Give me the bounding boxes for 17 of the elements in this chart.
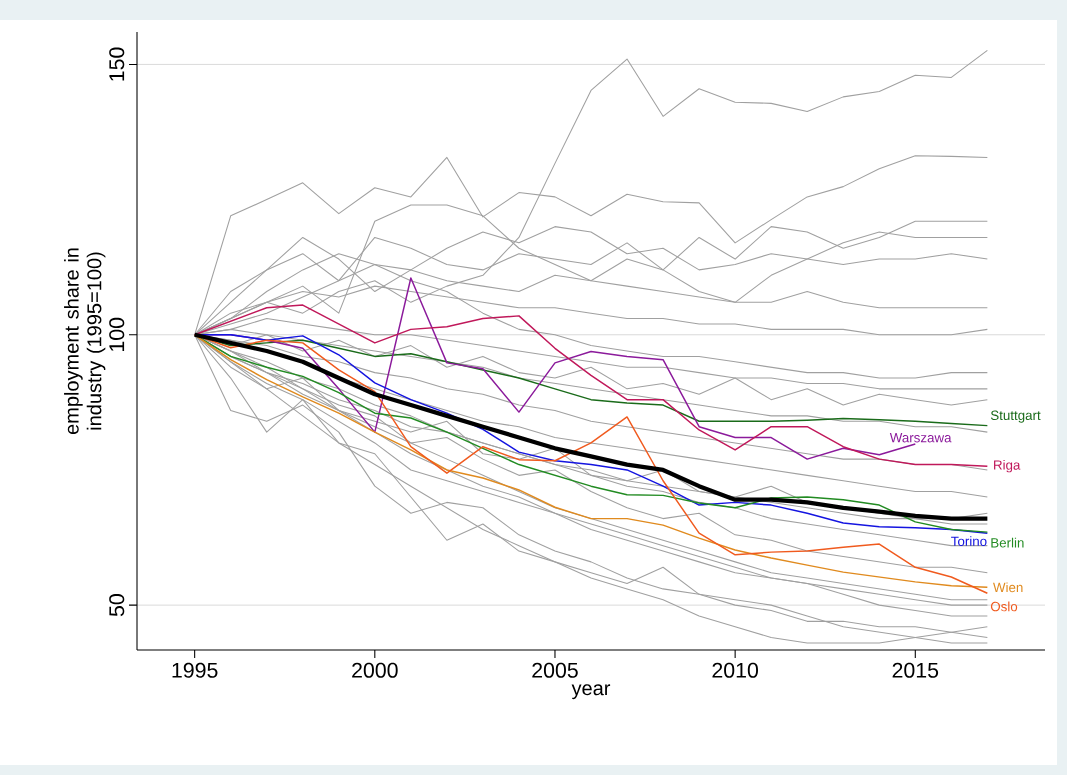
y-axis-title: employment share in industry (1995=100) [64, 248, 106, 435]
y-tick-label: 100 [109, 317, 125, 351]
series-label: Wien [993, 582, 1023, 593]
series-label: Riga [994, 459, 1021, 473]
series-label: Torino [951, 536, 987, 546]
y-tick-label: 50 [109, 594, 125, 617]
series-label: Berlin [991, 537, 1024, 548]
series-label: Stuttgart [990, 410, 1041, 423]
x-tick-label: 2010 [712, 662, 759, 678]
x-tick-label: 2000 [352, 662, 398, 678]
x-tick-label: 2005 [532, 662, 578, 678]
series-label: Oslo [990, 601, 1018, 612]
y-tick-label: 150 [109, 47, 125, 81]
x-tick-label: 2015 [892, 662, 939, 678]
series-label: Warszawa [889, 433, 952, 443]
x-axis-title: year [571, 684, 611, 700]
x-tick-label: 1995 [172, 662, 218, 678]
